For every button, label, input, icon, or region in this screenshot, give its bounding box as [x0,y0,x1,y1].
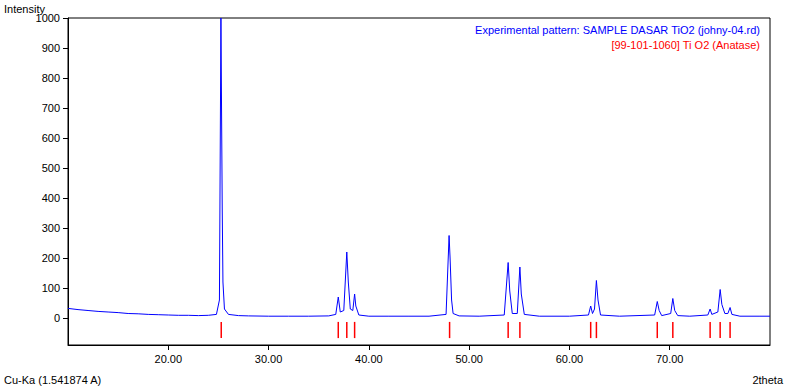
svg-text:1000: 1000 [36,12,60,24]
svg-text:700: 700 [42,102,60,114]
svg-text:[99-101-1060] Ti O2 (Anatase): [99-101-1060] Ti O2 (Anatase) [611,39,760,51]
svg-text:30.00: 30.00 [255,353,283,365]
svg-text:500: 500 [42,162,60,174]
svg-text:20.00: 20.00 [155,353,183,365]
svg-text:100: 100 [42,282,60,294]
svg-text:Experimental pattern: SAMPLE D: Experimental pattern: SAMPLE DASAR TiO2 … [475,24,760,36]
svg-text:50.00: 50.00 [455,353,483,365]
svg-text:400: 400 [42,192,60,204]
svg-text:300: 300 [42,222,60,234]
svg-text:Intensity: Intensity [4,2,45,15]
svg-text:800: 800 [42,72,60,84]
svg-text:2theta: 2theta [752,374,783,386]
svg-text:900: 900 [42,42,60,54]
svg-text:40.00: 40.00 [355,353,383,365]
svg-text:60.00: 60.00 [556,353,584,365]
svg-text:70.00: 70.00 [656,353,684,365]
svg-text:0: 0 [54,312,60,324]
svg-text:200: 200 [42,252,60,264]
svg-text:Cu-Ka (1.541874 A): Cu-Ka (1.541874 A) [4,374,101,386]
svg-text:600: 600 [42,132,60,144]
